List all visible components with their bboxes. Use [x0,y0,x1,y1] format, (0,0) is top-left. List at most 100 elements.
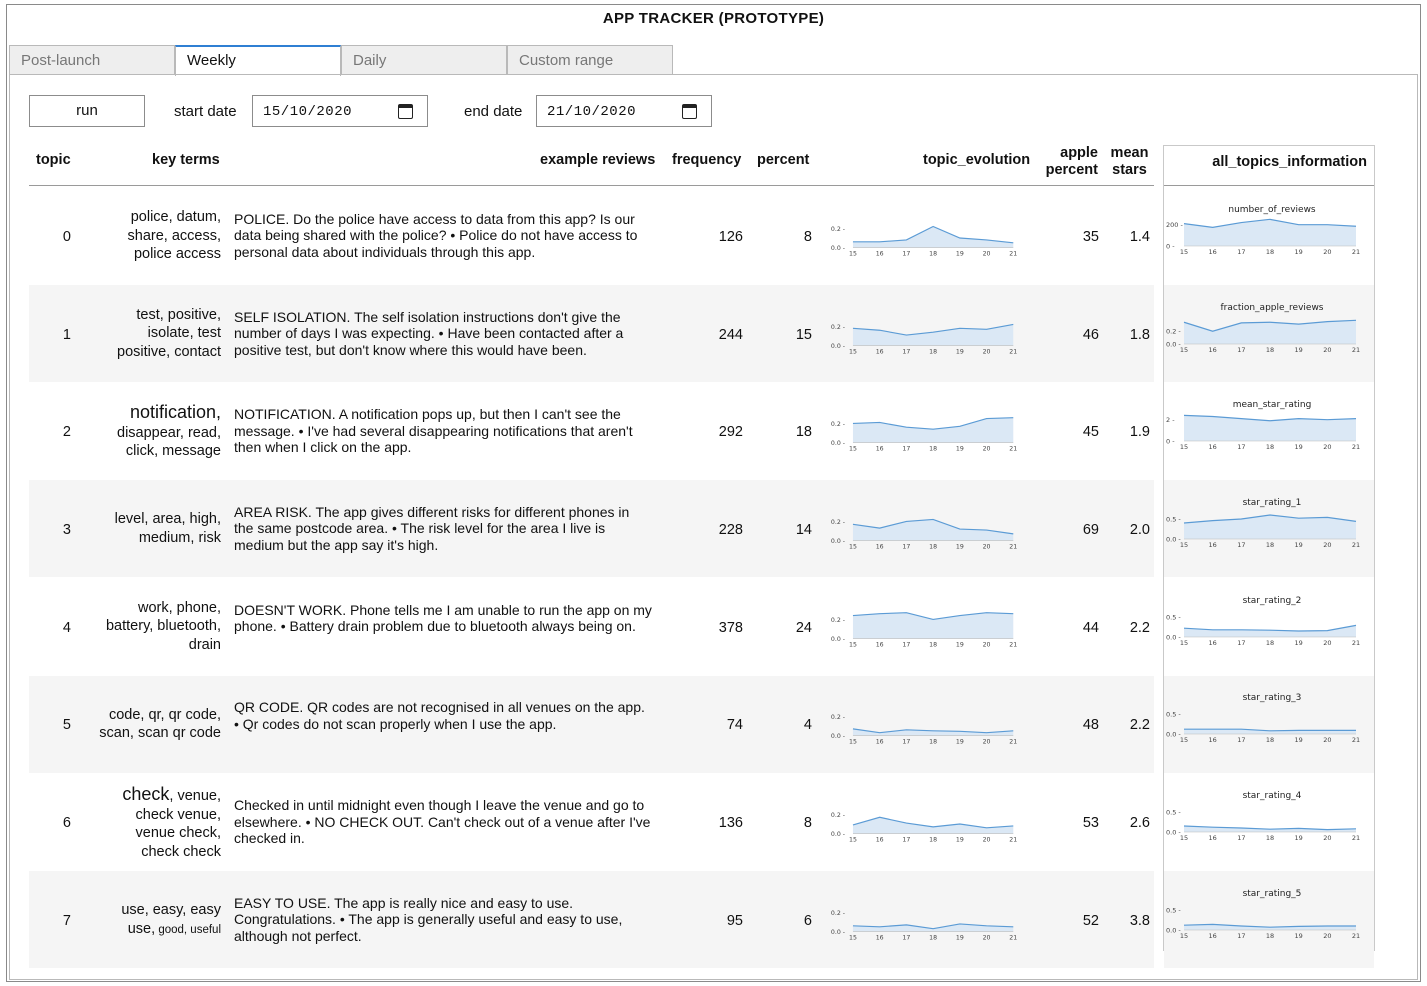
summary-chart-line [1183,923,1356,928]
summary-chart-y-tick: 0 - [1166,242,1175,250]
apple-percent-value: 48 [1082,717,1099,734]
summary-chart-x-tick: 21 [1352,736,1360,744]
summary-chart-x-tick: 16 [1209,736,1217,744]
topic-evolution-x-tick: 15 [849,739,857,746]
topic-id: 4 [62,619,71,636]
topic-evolution-chart: 0.2 - 0.0 - 15 16 17 18 19 20 21 [831,417,1017,453]
topic-evolution-area [852,729,1014,736]
apple-percent-value: 53 [1082,815,1099,832]
key-term-text: level, area, high, [114,511,221,528]
summary-chart-x-tick: 20 [1323,932,1331,940]
summary-chart-line [1183,624,1357,632]
frequency-value: 228 [718,521,743,538]
end-date-input[interactable]: 21/10/2020 [536,95,712,127]
topic-evolution-x-tick: 15 [849,348,857,355]
summary-chart-x-tick: 17 [1237,443,1245,451]
topic-evolution-x-tick: 16 [876,348,884,355]
frequency-value: 136 [718,815,743,832]
example-review: SELF ISOLATION. The self isolation instr… [234,308,624,358]
key-terms-line: level, area, high, [89,510,221,529]
percent-value: 8 [803,228,812,245]
summary-chart-x-tick: 17 [1237,834,1245,842]
summary-chart-x-tick: 19 [1295,834,1303,842]
summary-chart-area [1184,319,1356,344]
topic-evolution-area [852,226,1014,248]
summary-chart: star_rating_4 0.5 - 0.0 -15 16 17 18 19 20 21 [1166,791,1360,842]
header-mean-stars-line1: mean [1110,145,1149,161]
topic-evolution-y-tick: 0.0 - [831,733,845,740]
tab-daily[interactable]: Daily [341,45,507,75]
window-frame [6,4,1421,982]
topic-evolution-line [852,923,1014,930]
start-date-input[interactable]: 15/10/2020 [252,95,428,127]
key-term-text: positive, contact [117,343,221,360]
summary-chart: star_rating_3 0.5 - 0.0 -15 16 17 18 19 20 21 [1166,693,1360,744]
percent-value: 18 [795,424,812,441]
key-term-text: good, useful [155,923,221,936]
run-button[interactable]: run [29,95,145,127]
example-review: POLICE. Do the police have access to dat… [234,210,638,260]
topic-evolution-x-tick: 21 [1009,641,1017,648]
summary-chart-x-tick: 19 [1295,346,1303,354]
key-term-text: , venue, [169,788,221,805]
summary-chart-title: mean_star_rating [1233,400,1312,410]
summary-chart-x-tick: 17 [1237,736,1245,744]
summary-chart-row: star_rating_1 0.5 - 0.0 -15 16 17 18 19 20 21 [1164,480,1374,578]
summary-chart-x-tick: 20 [1323,736,1331,744]
summary-chart-x-tick: 18 [1266,639,1274,647]
calendar-icon[interactable] [682,104,697,119]
summary-chart-x-tick: 18 [1266,834,1274,842]
summary-chart-title: number_of_reviews [1228,205,1316,215]
topic-evolution-x-tick: 19 [956,836,964,843]
summary-chart-x-tick: 20 [1323,639,1331,647]
example-review: EASY TO USE. The app is really nice and … [234,894,623,944]
summary-chart-y-tick: 200 - [1166,221,1183,229]
topic-evolution-x-tick: 19 [956,934,964,941]
key-term-text: disappear, read, [117,424,221,441]
summary-chart-row: mean_star_rating 2 - 0 - 15 16 17 18 19 20 21 [1164,382,1374,479]
mean-stars-value: 1.8 [1129,326,1150,343]
topic-evolution-x-tick: 19 [956,348,964,355]
key-terms: use, easy, easy use, good, useful [89,901,221,939]
topic-evolution-x-tick: 20 [983,836,991,843]
topic-evolution-x-tick: 21 [1009,739,1017,746]
key-terms-line: battery, bluetooth, [89,617,221,636]
topic-evolution-x-tick: 21 [1009,934,1017,941]
summary-chart-x-tick: 20 [1323,541,1331,549]
summary-chart-row: star_rating_3 0.5 - 0.0 -15 16 17 18 19 20 21 [1164,675,1374,773]
header-apple-percent-line1: apple [1060,145,1098,161]
topic-evolution-x-tick: 18 [929,641,937,648]
summary-chart-row: fraction_apple_reviews 0.2 - 0.0 -15 16 17 18… [1164,284,1374,382]
topic-evolution-x-tick: 17 [902,641,910,648]
topic-evolution-y-tick: 0.2 - [831,616,845,623]
header-example-reviews: example reviews [540,152,656,168]
topic-evolution-x-tick: 15 [849,934,857,941]
key-term-text: code, qr, qr code, [108,706,221,723]
key-term-text: venue check, [135,825,221,842]
summary-chart-x-tick: 16 [1209,932,1217,940]
summary-chart-title: star_rating_3 [1243,693,1302,703]
calendar-icon[interactable] [398,104,413,119]
key-term-text: notification, [129,402,221,423]
summary-chart-x-tick: 19 [1295,639,1303,647]
summary-chart-x-tick: 19 [1295,932,1303,940]
summary-chart-area [1184,826,1356,833]
summary-chart-x-tick: 16 [1209,346,1217,354]
tab-post-launch[interactable]: Post-launch [9,45,175,75]
topic-evolution-y-tick: 0.0 - [831,245,845,252]
tab-weekly[interactable]: Weekly [175,45,341,76]
header-frequency: frequency [672,152,742,168]
key-term-text: test, positive, [136,306,221,323]
apple-percent-value: 69 [1082,521,1099,538]
tab-custom-range[interactable]: Custom range [507,45,673,75]
example-review: NOTIFICATION. A notification pops up, bu… [234,406,633,456]
summary-chart-x-tick: 18 [1266,736,1274,744]
header-mean-stars-line2: stars [1112,162,1147,178]
example-review: QR CODE. QR codes are not recognised in … [234,699,645,732]
apple-percent-value: 46 [1082,326,1099,343]
key-term-text: medium, risk [138,529,221,546]
apple-percent-value: 52 [1082,912,1099,929]
key-term-text: isolate, test [147,325,221,342]
topic-evolution-chart: 0.2 - 0.0 - 15 16 17 18 19 20 21 [831,226,1017,257]
topic-evolution-area [852,612,1014,639]
